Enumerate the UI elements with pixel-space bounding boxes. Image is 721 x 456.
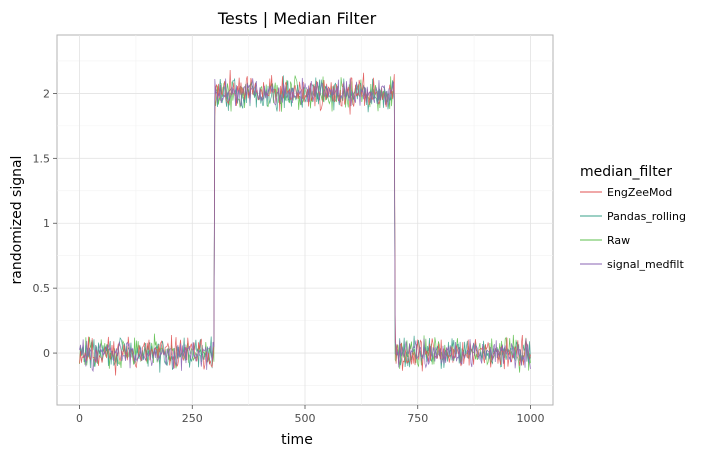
legend-label-signal_medfilt: signal_medfilt (607, 258, 684, 271)
legend-label-EngZeeMod: EngZeeMod (607, 186, 672, 199)
x-axis-title: time (281, 432, 313, 448)
x-tick-label: 250 (182, 412, 203, 425)
y-axis-ticks: 0 0.5 1 1.5 2 (33, 87, 57, 360)
y-tick-label: 0.5 (33, 282, 51, 295)
series-lines (79, 70, 531, 376)
legend: median_filter EngZeeMod Pandas_rolling Raw… (580, 164, 686, 271)
y-tick-label: 1.5 (33, 152, 51, 165)
chart-title: Tests | Median Filter (217, 9, 377, 28)
x-axis-ticks: 0 250 500 750 1000 (76, 405, 544, 425)
x-tick-label: 500 (295, 412, 316, 425)
legend-title: median_filter (580, 164, 672, 180)
x-tick-label: 1000 (516, 412, 544, 425)
y-tick-label: 1 (43, 217, 50, 230)
legend-label-Pandas_rolling: Pandas_rolling (607, 210, 686, 223)
y-tick-label: 2 (43, 87, 50, 100)
y-axis-title: randomized signal (9, 156, 25, 285)
y-tick-label: 0 (43, 347, 50, 360)
x-tick-label: 0 (76, 412, 83, 425)
series-line-signal_medfilt (79, 77, 531, 373)
legend-label-Raw: Raw (607, 234, 630, 247)
x-tick-label: 750 (407, 412, 428, 425)
